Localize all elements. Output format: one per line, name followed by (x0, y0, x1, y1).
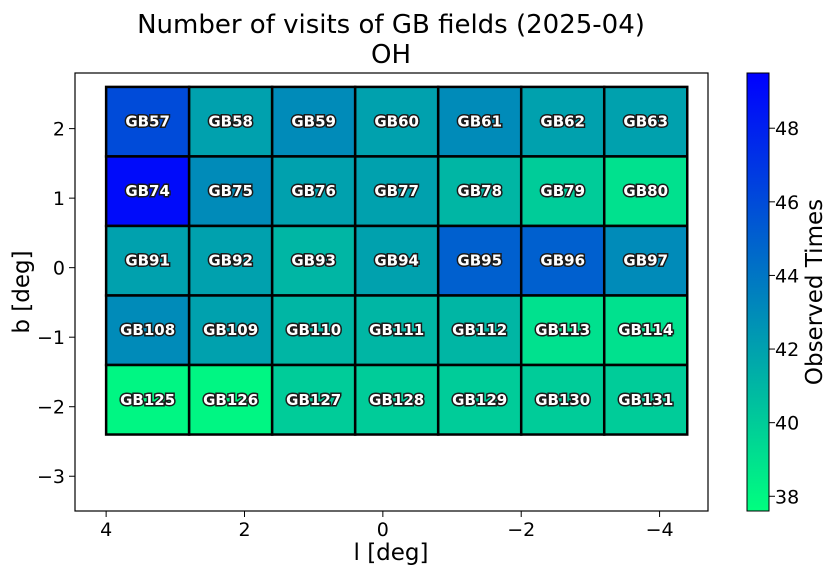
colorbar-tick-label: 40 (775, 413, 799, 435)
chart-title: Number of visits of GB fields (2025-04) (137, 10, 645, 40)
y-tick-label: 0 (53, 258, 65, 280)
colorbar-tick-label: 48 (775, 118, 799, 140)
heatmap-cell (104, 363, 191, 436)
y-tick-label: −2 (37, 397, 65, 419)
field-label: GB74 (125, 182, 170, 200)
field-label: GB95 (457, 252, 502, 270)
field-label: GB77 (374, 182, 419, 200)
colorbar-tick-label: 42 (775, 339, 799, 361)
x-tick-label: 0 (377, 519, 389, 541)
plot-frame (74, 72, 709, 512)
field-label: GB127 (286, 391, 341, 409)
field-label: GB78 (457, 182, 502, 200)
x-tick-label: 2 (238, 519, 250, 541)
y-tick-label: −1 (37, 327, 65, 349)
heatmap-cell (353, 155, 440, 228)
y-tick-label: 2 (53, 119, 65, 141)
field-label: GB109 (203, 321, 258, 339)
field-labels: GB57 GB58 GB59 GB60 GB61 GB62 GB63 GB74 GB75 GB76… (119, 111, 675, 410)
heatmap-cell (187, 363, 274, 436)
heatmap-cell (519, 294, 606, 367)
field-label: GB111 (369, 321, 424, 339)
field-label: GB93 (291, 252, 336, 270)
field-label: GB76 (291, 182, 336, 200)
field-label: GB126 (203, 391, 258, 409)
y-axis-label: b [deg] (9, 250, 35, 333)
y-tick-label: −3 (37, 466, 65, 488)
colorbar-label: Observed Times (802, 199, 828, 385)
heatmap-cell (187, 294, 274, 367)
colorbar (746, 72, 770, 512)
field-label: GB62 (540, 113, 585, 131)
colorbar-tick-label: 46 (775, 192, 799, 214)
field-label: GB130 (535, 391, 590, 409)
field-label: GB108 (120, 321, 175, 339)
y-tick-label: 1 (53, 188, 65, 210)
heatmap-cell (353, 85, 440, 158)
x-tick-label: −2 (507, 519, 535, 541)
x-tick-label: −4 (646, 519, 674, 541)
x-axis-label: l [deg] (354, 540, 429, 566)
field-label: GB97 (623, 252, 668, 270)
field-label: GB61 (457, 113, 502, 131)
heatmap-cell (602, 155, 689, 228)
heatmap-cell (270, 224, 357, 297)
colorbar-ticks: 38 40 42 44 46 48 (769, 118, 799, 508)
heatmap-cell (602, 363, 689, 436)
heatmap-cell (436, 294, 523, 367)
field-label: GB80 (623, 182, 668, 200)
field-label: GB75 (208, 182, 253, 200)
field-label: GB114 (618, 321, 673, 339)
field-label: GB129 (452, 391, 507, 409)
field-label: GB110 (286, 321, 341, 339)
field-label: GB79 (540, 182, 585, 200)
field-label: GB59 (291, 113, 336, 131)
field-label: GB96 (540, 252, 585, 270)
field-label: GB92 (208, 252, 253, 270)
heatmap-cell (187, 155, 274, 228)
heatmap-cell (602, 85, 689, 158)
heatmap-cells (104, 85, 689, 436)
field-label: GB125 (120, 391, 175, 409)
heatmap-cell (519, 85, 606, 158)
field-label: GB63 (623, 113, 668, 131)
heatmap-cell (104, 294, 191, 367)
field-label: GB58 (208, 113, 253, 131)
field-label: GB94 (374, 252, 419, 270)
heatmap-cell (436, 155, 523, 228)
heatmap-cell (104, 155, 191, 228)
heatmap-cell (519, 224, 606, 297)
field-label: GB60 (374, 113, 419, 131)
colorbar-tick-label: 44 (775, 265, 799, 287)
field-label: GB131 (618, 391, 673, 409)
colorbar-tick-label: 38 (775, 486, 799, 508)
field-label: GB113 (535, 321, 590, 339)
y-axis-ticks: 2 1 0 −1 −2 −3 (37, 119, 75, 488)
field-label: GB91 (125, 252, 170, 270)
heatmap-cell (187, 224, 274, 297)
x-axis-ticks: 4 2 0 −2 −4 (100, 511, 674, 541)
heatmap-cell (270, 363, 357, 436)
field-label: GB128 (369, 391, 424, 409)
chart-subtitle: OH (371, 40, 411, 70)
field-label: GB57 (125, 113, 170, 131)
x-tick-label: 4 (100, 519, 112, 541)
field-label: GB112 (452, 321, 507, 339)
